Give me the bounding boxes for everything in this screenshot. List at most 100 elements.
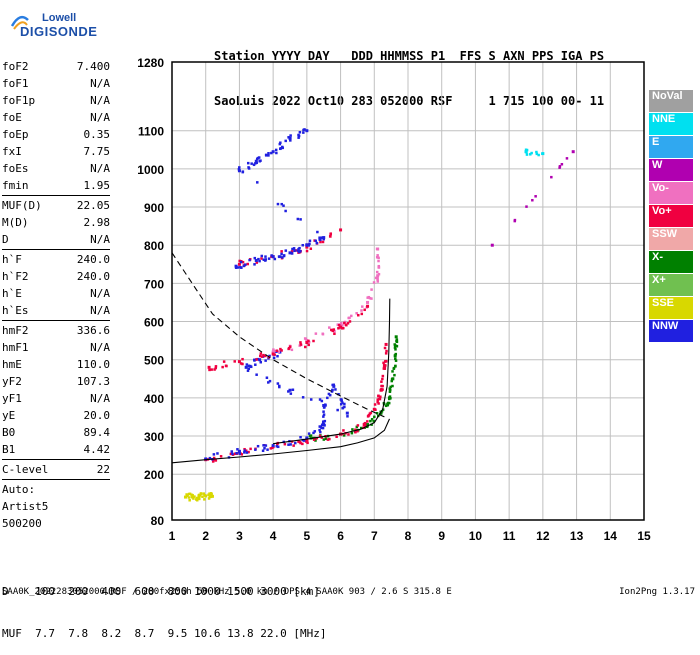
data-point — [560, 163, 564, 166]
data-point — [550, 175, 553, 179]
data-point — [348, 320, 352, 323]
data-point — [210, 494, 214, 498]
data-point — [216, 452, 219, 455]
profile-curve-dashed — [171, 252, 385, 418]
data-point — [321, 423, 325, 426]
param-row: h`Es N/A — [2, 302, 110, 319]
data-point — [372, 420, 375, 423]
data-point — [185, 493, 188, 496]
legend-item-nne: NNE — [649, 113, 693, 135]
data-point — [276, 202, 280, 206]
data-point — [377, 264, 381, 268]
y-tick-label: 200 — [144, 468, 164, 482]
data-point — [272, 356, 276, 360]
data-point — [272, 348, 275, 351]
data-point — [279, 347, 282, 351]
data-point — [329, 235, 332, 238]
x-tick-label: 14 — [604, 529, 618, 543]
param-value: N/A — [90, 233, 110, 246]
y-tick-label: 1100 — [138, 125, 164, 139]
param-value: N/A — [90, 341, 110, 354]
data-point — [291, 247, 294, 251]
data-point — [254, 159, 258, 163]
x-tick-label: 6 — [337, 529, 344, 543]
data-point — [208, 492, 211, 495]
data-point — [490, 243, 494, 247]
data-point — [366, 420, 369, 423]
param-row: foF1p N/A — [2, 92, 110, 109]
data-point — [530, 151, 533, 155]
data-point — [282, 254, 286, 258]
data-point — [321, 426, 325, 430]
data-point — [240, 453, 244, 456]
data-point — [373, 403, 377, 406]
data-point — [391, 370, 394, 373]
data-point — [322, 410, 325, 413]
data-point — [214, 459, 218, 462]
muf-row: MUF 7.7 7.8 8.2 8.7 9.5 10.6 13.8 22.0 [… — [2, 627, 327, 640]
data-point — [266, 448, 269, 451]
data-point — [280, 252, 283, 256]
data-point — [204, 457, 208, 461]
data-point — [290, 250, 294, 253]
legend-item-x: X+ — [649, 274, 693, 296]
data-point — [394, 352, 398, 356]
data-point — [378, 397, 382, 401]
data-point — [296, 217, 300, 221]
param-value: 107.3 — [76, 375, 110, 388]
axis-ticks: 1 2 3 4 5 6 7 8 9 10 11 12 13 14 158020030040050060070… — [137, 56, 651, 543]
param-value: 89.4 — [83, 426, 111, 439]
data-point — [298, 130, 302, 134]
data-point — [241, 362, 244, 366]
data-point — [276, 445, 280, 449]
data-point — [290, 348, 294, 352]
param-row: M(D) 2.98 — [2, 214, 110, 231]
data-point — [348, 316, 351, 320]
data-point — [529, 153, 532, 156]
data-point — [305, 245, 309, 249]
data-point — [323, 424, 326, 427]
distance-row: D 100 200 400 600 800 1000 1500 3000 [km… — [2, 585, 320, 598]
data-point — [319, 240, 322, 244]
param-row: hmF1 N/A — [2, 339, 110, 356]
param-row: foF1 N/A — [2, 75, 110, 92]
data-point — [541, 152, 544, 155]
data-point — [183, 495, 187, 499]
param-row: hmF2 336.6 — [2, 322, 110, 339]
param-name: B0 — [2, 426, 16, 439]
y-tick-label: 1000 — [137, 163, 164, 177]
data-point — [347, 433, 350, 436]
data-point — [207, 365, 211, 369]
data-point — [257, 257, 260, 261]
data-point — [360, 312, 364, 316]
data-point — [332, 384, 336, 388]
data-point — [297, 440, 300, 443]
param-value: 2.98 — [83, 216, 111, 229]
data-point — [289, 392, 293, 395]
data-point — [246, 161, 250, 165]
param-value: 7.75 — [83, 145, 111, 158]
data-point — [390, 378, 394, 381]
data-point — [334, 388, 337, 391]
data-point — [525, 148, 529, 152]
data-point — [376, 276, 379, 280]
param-row: foEs N/A — [2, 160, 110, 177]
data-point — [289, 139, 292, 142]
data-point — [238, 166, 241, 169]
data-point — [324, 403, 327, 406]
param-name: hmF2 — [2, 324, 29, 337]
data-point — [267, 381, 270, 384]
data-point — [322, 438, 326, 441]
param-name: foE — [2, 111, 22, 124]
param-row: yE 20.0 — [2, 407, 110, 424]
data-point — [241, 357, 244, 361]
data-point — [279, 147, 282, 151]
data-point — [265, 376, 269, 379]
data-point — [314, 239, 317, 243]
data-point — [328, 437, 331, 441]
data-point — [356, 429, 359, 433]
param-row: B0 89.4 — [2, 424, 110, 441]
data-point — [188, 492, 192, 496]
data-point — [233, 452, 237, 455]
data-point — [392, 366, 396, 370]
